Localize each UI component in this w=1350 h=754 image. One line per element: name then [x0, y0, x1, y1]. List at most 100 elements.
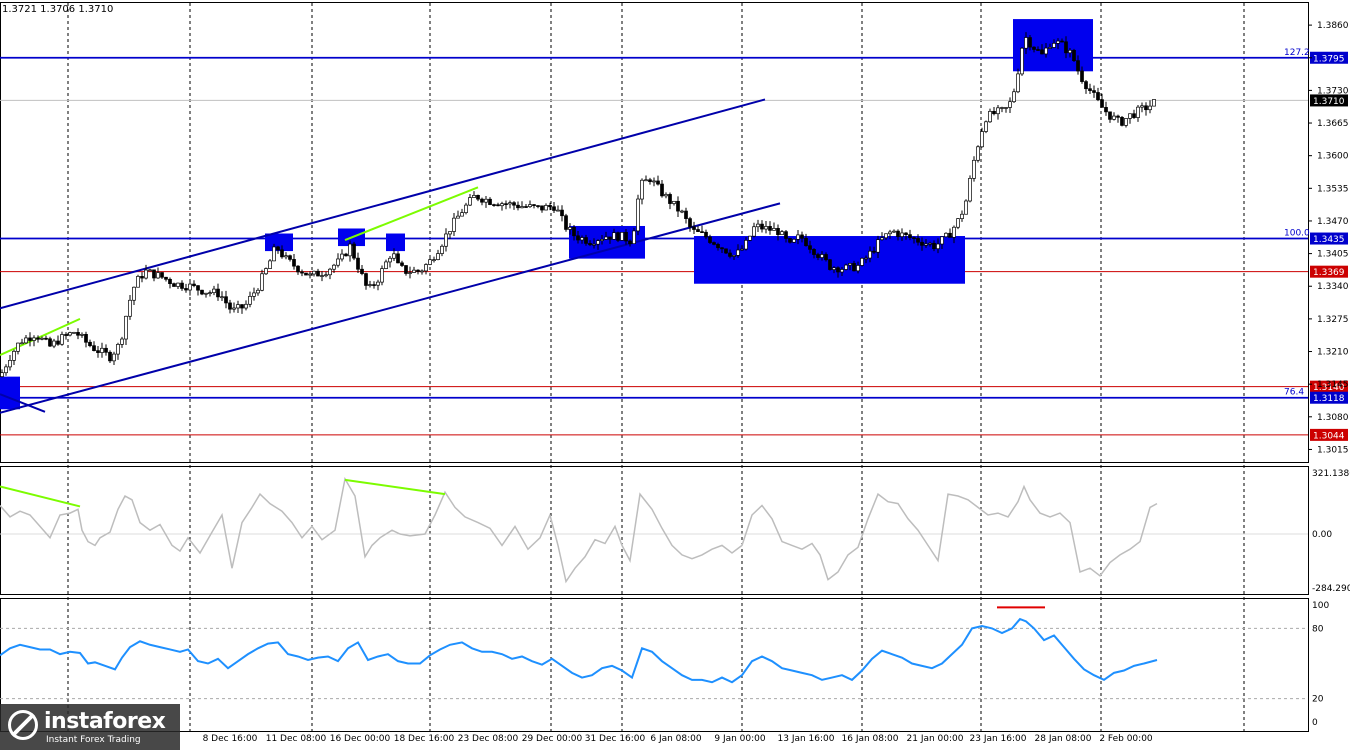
candle-body: [940, 236, 944, 245]
logo-icon: [8, 710, 38, 740]
candle-body: [380, 268, 384, 283]
candle-body: [912, 237, 916, 239]
level-label-1.3435: 1.3435: [1313, 235, 1345, 245]
candle-body: [444, 233, 448, 247]
candle-body: [360, 268, 364, 274]
fib-label-127.2: 127.2: [1284, 48, 1310, 58]
candle-body: [300, 271, 304, 274]
candle-body: [880, 237, 884, 241]
candle-body: [236, 304, 240, 309]
candle-body: [336, 258, 340, 266]
candle-body: [588, 243, 592, 246]
candle-body: [944, 232, 948, 238]
candle-body: [148, 269, 152, 272]
candle-body: [888, 231, 892, 235]
candle-body: [488, 198, 492, 205]
candle-body: [1060, 40, 1064, 43]
candle-body: [32, 337, 36, 341]
candle-body: [920, 241, 924, 246]
candle-body: [400, 262, 404, 266]
level-tag-1.3369: [1310, 265, 1348, 278]
candle-body: [188, 283, 192, 291]
rsi-line: [0, 617, 1158, 684]
candle-body: [96, 350, 100, 353]
candle-body: [424, 264, 428, 272]
candle-body: [548, 205, 552, 208]
candle-body: [40, 337, 44, 340]
candle-body: [44, 337, 48, 340]
candle-body: [1116, 115, 1120, 118]
candle-body: [972, 159, 976, 179]
candle-body: [428, 259, 432, 265]
candle-body: [816, 254, 820, 258]
candle-body: [452, 217, 456, 232]
candle-body: [76, 332, 80, 336]
candle-body: [628, 240, 632, 244]
candle-body: [196, 285, 200, 291]
candle-body: [996, 107, 1000, 115]
candle-body: [356, 257, 360, 270]
candle-body: [908, 234, 912, 238]
candle-body: [612, 232, 616, 240]
ytick-label-1.3210: 1.3210: [1317, 348, 1349, 358]
candle-body: [1104, 107, 1108, 113]
level-tag-1.3435: [1310, 232, 1348, 245]
xaxis-label: 23 Dec 08:00: [458, 734, 519, 744]
candle-body: [160, 272, 164, 278]
candle-body: [60, 334, 64, 345]
candle-body: [404, 265, 408, 274]
candle-body: [88, 341, 92, 347]
candle-body: [560, 209, 564, 217]
candle-body: [420, 270, 424, 273]
candle-body: [688, 218, 692, 228]
candle-body: [616, 232, 620, 241]
candle-body: [84, 334, 88, 343]
candle-body: [804, 237, 808, 247]
candle-body: [1112, 115, 1116, 120]
rsi-tick-100: 100: [1312, 601, 1329, 611]
candle-body: [208, 292, 212, 294]
candle-body: [636, 198, 640, 232]
candle-body: [896, 230, 900, 237]
current-price-label: 1.3710: [1313, 97, 1345, 107]
candle-body: [296, 265, 300, 273]
xaxis-label: 29 Dec 00:00: [522, 734, 583, 744]
candle-body: [676, 200, 680, 212]
instaforex-logo: instaforex Instant Forex Trading: [0, 704, 180, 750]
candle-body: [936, 243, 940, 250]
candle-body: [384, 261, 388, 269]
candle-body: [152, 269, 156, 279]
candle-body: [332, 264, 336, 270]
candle-body: [852, 263, 856, 272]
zone-box-0: [0, 376, 20, 410]
main-panel-border: [0, 2, 1309, 463]
candle-body: [800, 234, 804, 239]
candle-body: [176, 282, 180, 287]
candle-body: [960, 213, 964, 219]
xaxis-label: 23 Jan 16:00: [970, 734, 1027, 744]
xaxis-label: 2 Feb 00:00: [1099, 734, 1153, 744]
candle-body: [516, 204, 520, 209]
candle-body: [508, 202, 512, 205]
candle-body: [836, 267, 840, 273]
candle-body: [760, 223, 764, 230]
candle-body: [240, 304, 244, 309]
candle-body: [1012, 91, 1016, 103]
candle-body: [708, 236, 712, 243]
candle-body: [288, 255, 292, 260]
candle-body: [456, 215, 460, 219]
candle-body: [952, 226, 956, 238]
channel-line-0: [0, 98, 766, 310]
candle-body: [212, 288, 216, 293]
candle-body: [556, 209, 560, 212]
candle-body: [8, 360, 12, 368]
ytick-label-1.3860: 1.3860: [1317, 21, 1349, 31]
rsi-tick-20: 20: [1312, 695, 1324, 705]
ytick-label-1.3080: 1.3080: [1317, 413, 1349, 423]
candle-body: [604, 236, 608, 240]
candle-body: [976, 146, 980, 161]
candle-body: [112, 353, 116, 362]
candle-body: [712, 242, 716, 245]
candle-body: [1052, 43, 1056, 48]
cci-green-line-1: [344, 478, 446, 496]
